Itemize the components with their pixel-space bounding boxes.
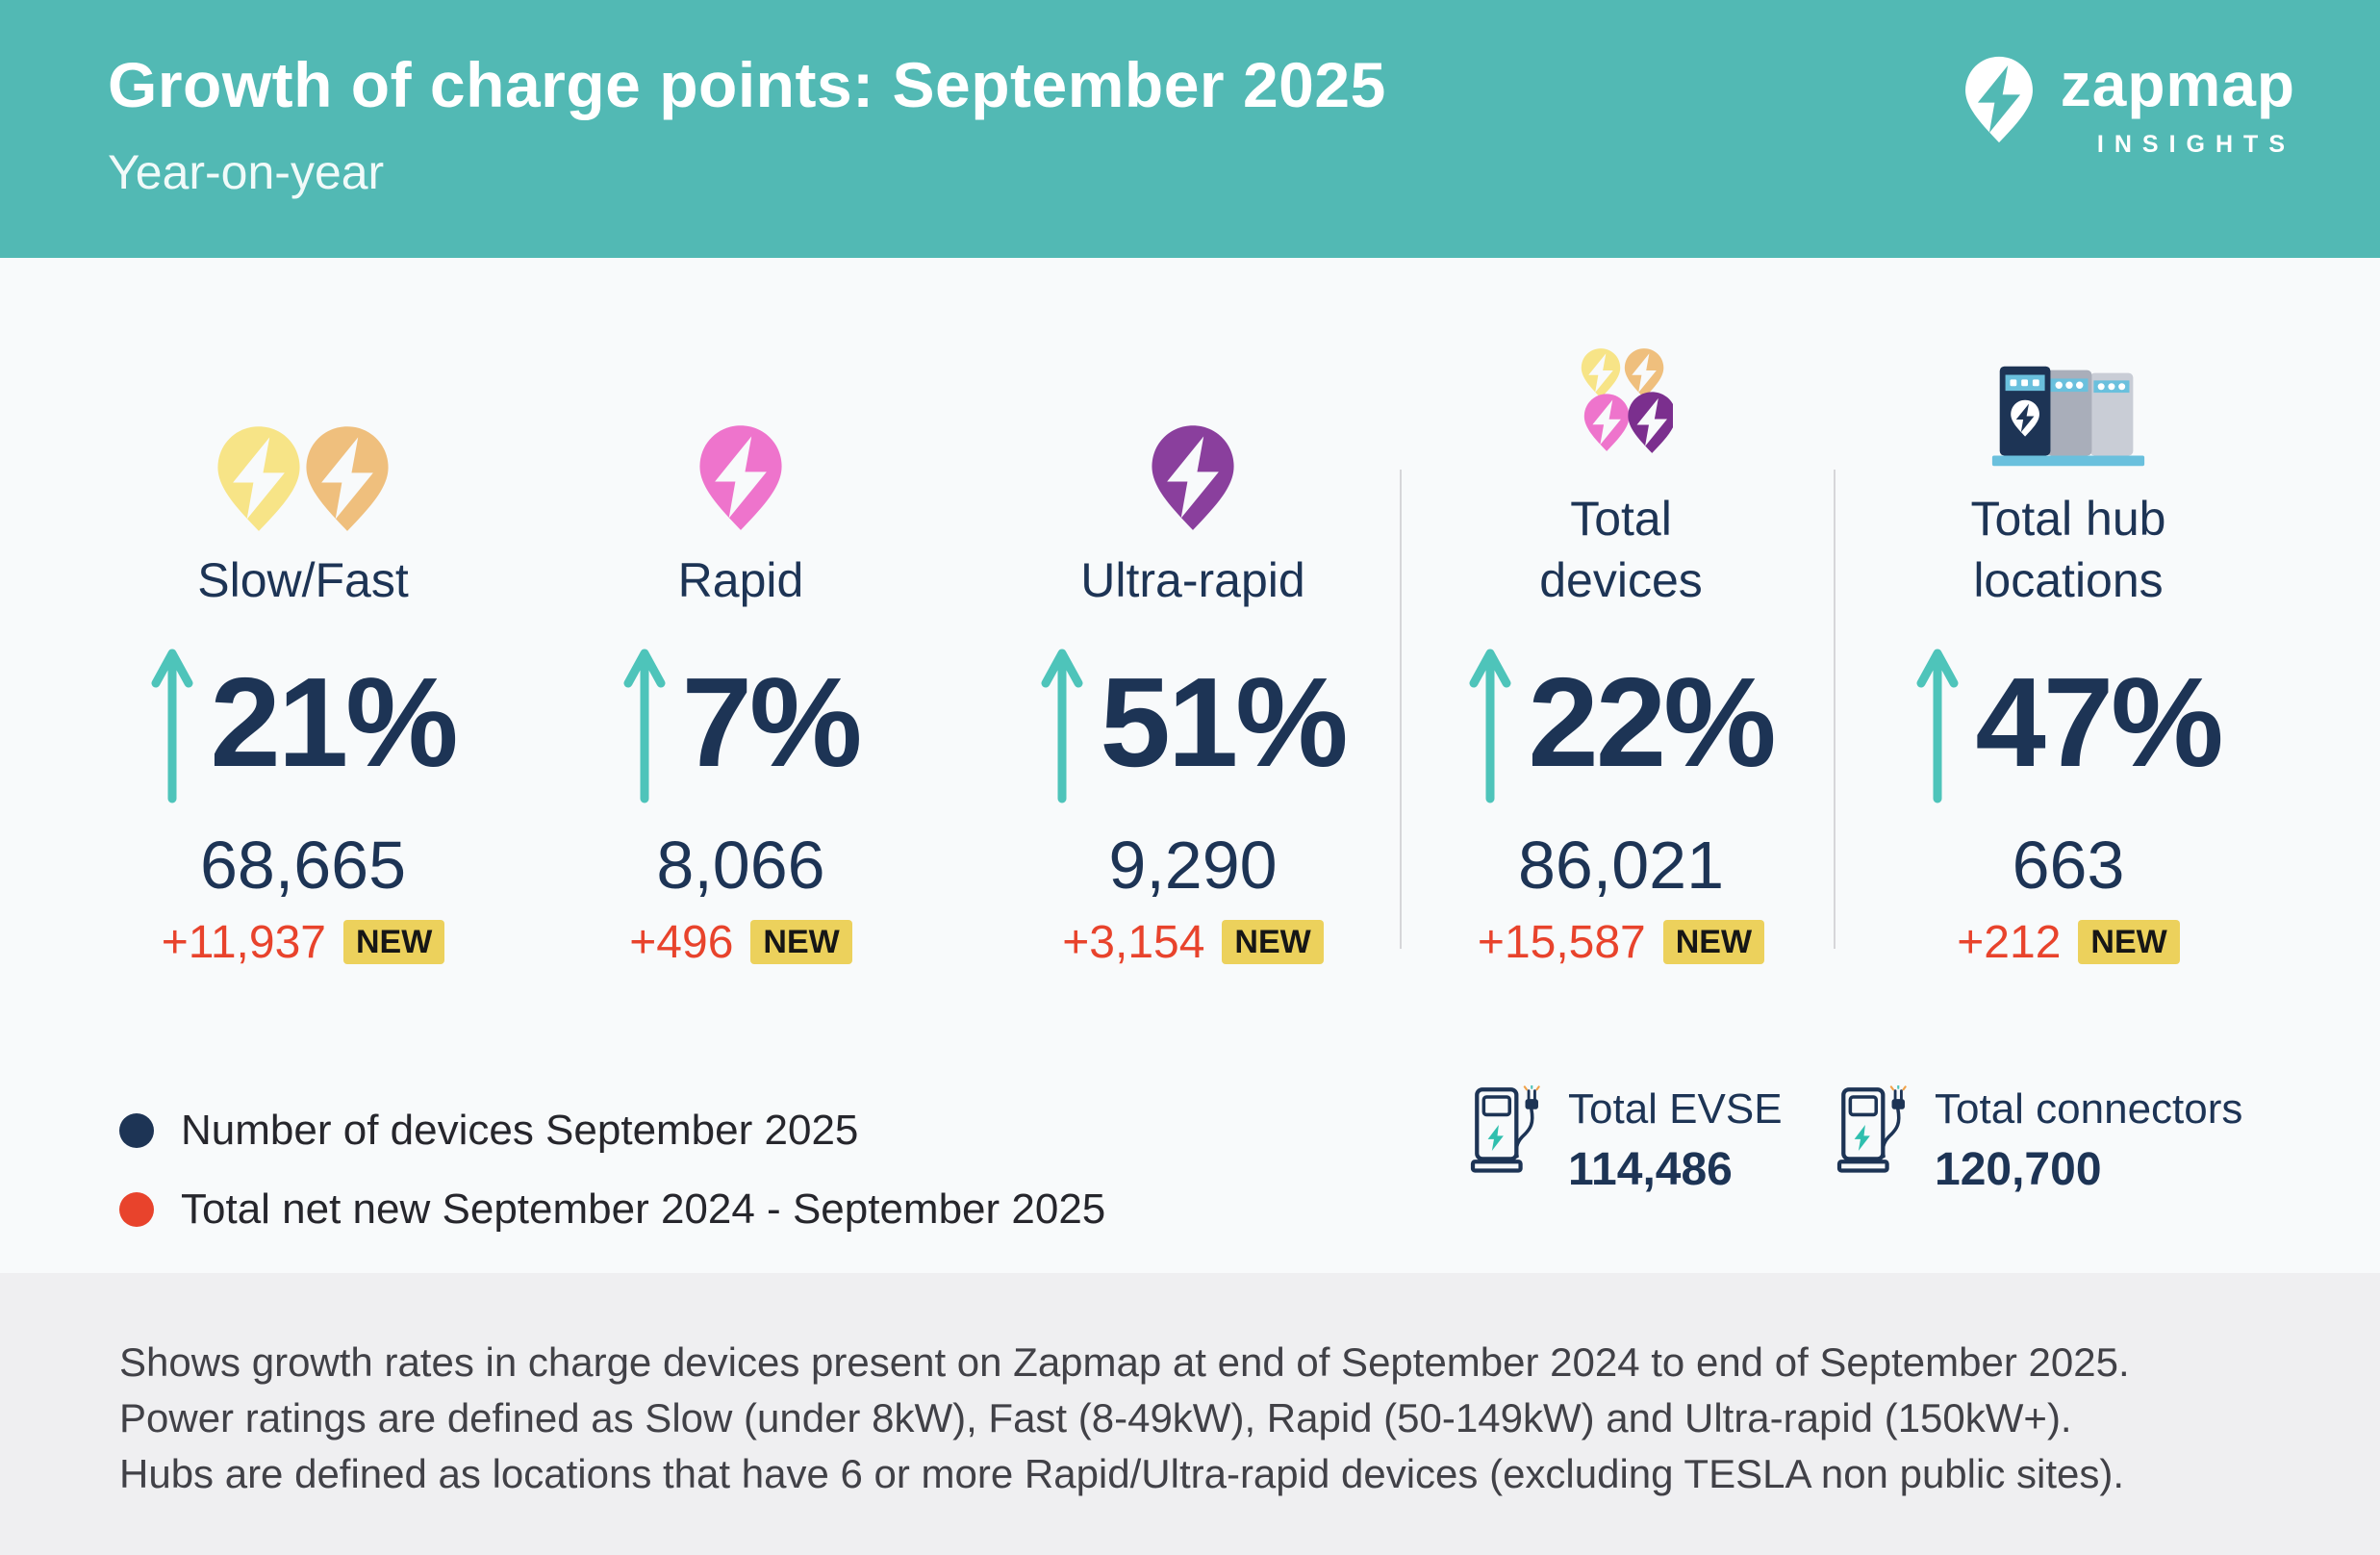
stat-label: Total devices xyxy=(1539,492,1703,607)
total-connectors-value: 120,700 xyxy=(1935,1144,2102,1195)
stat-label: Ultra-rapid xyxy=(1080,553,1305,607)
new-badge: NEW xyxy=(1222,920,1324,964)
growth-percent: 21% xyxy=(210,650,458,793)
legend-label: Number of devices September 2025 xyxy=(181,1107,859,1154)
brand-name: zapmap xyxy=(2060,50,2295,119)
up-arrow-icon xyxy=(1469,649,1511,803)
stat-column-total-devices: Total devices 22% 86,021 +15,587 NEW xyxy=(1414,344,1828,968)
legend-label: Total net new September 2024 - September… xyxy=(181,1185,1106,1233)
net-new-value: +496 xyxy=(629,916,734,968)
net-new-value: +15,587 xyxy=(1477,916,1646,968)
footnote-line-3: Hubs are defined as locations that have … xyxy=(119,1450,2125,1496)
navy-dot-icon xyxy=(119,1113,154,1148)
growth-percent: 22% xyxy=(1528,650,1776,793)
net-new-value: +212 xyxy=(1957,916,2062,968)
device-count: 68,665 xyxy=(199,828,407,903)
legend-item-devices: Number of devices September 2025 xyxy=(119,1107,1105,1155)
device-count: 8,066 xyxy=(656,828,825,903)
stat-column-slow-fast: Slow/Fast 21% 68,665 +11,937 NEW xyxy=(87,344,519,968)
stat-column-ultra-rapid: Ultra-rapid 51% 9,290 +3,154 NEW xyxy=(967,344,1419,968)
legend: Number of devices September 2025 Total n… xyxy=(119,1107,1105,1234)
page-title: Growth of charge points: September 2025 xyxy=(108,49,1386,120)
footnote-text: Shows growth rates in charge devices pre… xyxy=(119,1335,2130,1502)
column-divider xyxy=(1400,470,1402,949)
new-badge: NEW xyxy=(342,920,445,964)
total-connectors-block: Total connectors 120,700 xyxy=(1833,1083,2243,1196)
brand-tagline: INSIGHTS xyxy=(2096,131,2295,158)
footnote-panel: Shows growth rates in charge devices pre… xyxy=(0,1273,2380,1555)
legend-item-net-new: Total net new September 2024 - September… xyxy=(119,1185,1105,1234)
net-new-value: +3,154 xyxy=(1062,916,1205,968)
up-arrow-icon xyxy=(623,649,666,803)
header-banner: Growth of charge points: September 2025 … xyxy=(0,0,2380,258)
net-new-value: +11,937 xyxy=(161,916,326,968)
total-evse-label: Total EVSE xyxy=(1568,1085,1783,1133)
stat-label: Slow/Fast xyxy=(197,553,409,607)
new-badge: NEW xyxy=(750,920,852,964)
total-devices-pins-icon xyxy=(1569,347,1673,471)
stat-column-rapid: Rapid 7% 8,066 +496 NEW xyxy=(534,344,948,968)
charging-hub-icon xyxy=(1988,361,2148,471)
total-evse-value: 114,486 xyxy=(1568,1144,1733,1195)
page-subtitle: Year-on-year xyxy=(108,145,385,199)
footnote-line-2: Power ratings are defined as Slow (under… xyxy=(119,1394,2072,1440)
up-arrow-icon xyxy=(1041,649,1083,803)
stat-column-total-hub-locations: Total hub locations 47% 663 +212 NEW xyxy=(1847,344,2290,968)
new-badge: NEW xyxy=(2078,920,2180,964)
growth-percent: 47% xyxy=(1975,650,2223,793)
charger-icon xyxy=(1833,1083,1912,1179)
red-dot-icon xyxy=(119,1192,154,1227)
device-count: 9,290 xyxy=(1108,828,1278,903)
stat-label: Total hub locations xyxy=(1970,492,2166,607)
total-connectors-label: Total connectors xyxy=(1935,1085,2243,1133)
column-divider xyxy=(1834,470,1836,949)
rapid-pin-icon xyxy=(687,422,795,532)
growth-percent: 7% xyxy=(681,650,863,793)
slow-fast-pins-icon xyxy=(205,424,401,532)
footnote-line-1: Shows growth rates in charge devices pre… xyxy=(119,1339,2130,1385)
total-evse-block: Total EVSE 114,486 xyxy=(1466,1083,1783,1196)
up-arrow-icon xyxy=(1916,649,1959,803)
ultra-rapid-pin-icon xyxy=(1139,422,1247,532)
zapmap-pin-icon xyxy=(1955,54,2043,149)
growth-percent: 51% xyxy=(1100,650,1348,793)
device-count: 663 xyxy=(2012,828,2125,903)
zapmap-logo: zapmap INSIGHTS xyxy=(1955,54,2295,159)
device-count: 86,021 xyxy=(1517,828,1725,903)
new-badge: NEW xyxy=(1662,920,1765,964)
charger-icon xyxy=(1466,1083,1545,1179)
stat-label: Rapid xyxy=(677,553,804,607)
up-arrow-icon xyxy=(151,649,193,803)
